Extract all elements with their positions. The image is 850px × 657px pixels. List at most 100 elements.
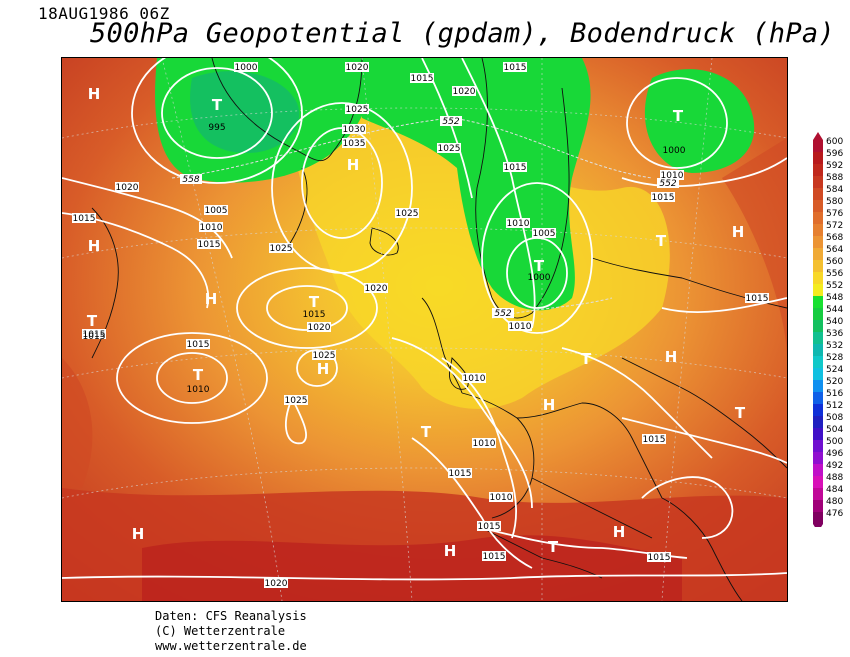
high-center: H — [613, 523, 626, 541]
geopotential-label: 552 — [492, 308, 514, 319]
svg-text:1010: 1010 — [187, 385, 210, 395]
low-center: T — [656, 232, 667, 250]
legend-label: 500 — [826, 437, 843, 447]
high-center: H — [347, 156, 360, 174]
legend-swatch — [813, 344, 823, 356]
svg-text:T: T — [309, 293, 320, 311]
high-center: H — [132, 525, 145, 543]
field-east-band — [722, 138, 787, 358]
legend-swatch — [813, 368, 823, 380]
isobar-label: 1010 — [506, 218, 530, 229]
legend-swatch — [813, 476, 823, 488]
isobar-label: 1020 — [307, 322, 331, 333]
low-center: T — [548, 538, 559, 556]
svg-text:T: T — [212, 96, 223, 114]
svg-text:H: H — [88, 237, 101, 255]
legend-arrow-bottom — [813, 524, 823, 532]
isobar-label: 1020 — [452, 86, 476, 97]
legend-swatch — [813, 452, 823, 464]
svg-text:T: T — [548, 538, 559, 556]
svg-text:1000: 1000 — [663, 146, 686, 156]
isobar-label: 1000 — [234, 62, 258, 73]
svg-text:1030: 1030 — [343, 125, 366, 135]
low-center: T — [421, 423, 432, 441]
low-center: T — [735, 404, 746, 422]
isobar-label: 1035 — [342, 138, 366, 149]
legend-label: 576 — [826, 209, 843, 219]
isobar-label: 1015 — [410, 73, 434, 84]
isobar-label: 1015 — [72, 213, 96, 224]
isobar-label: 1025 — [312, 350, 336, 361]
svg-text:H: H — [444, 542, 457, 560]
legend-swatch — [813, 380, 823, 392]
legend-swatch — [813, 260, 823, 272]
isobar-label: 1020 — [364, 283, 388, 294]
svg-text:1020: 1020 — [308, 323, 331, 333]
isobar-label: 1025 — [345, 104, 369, 115]
svg-text:H: H — [732, 223, 745, 241]
isobar-label: 1015 — [482, 551, 506, 562]
high-center: H — [88, 85, 101, 103]
svg-text:1020: 1020 — [365, 284, 388, 294]
legend-swatch — [813, 212, 823, 224]
legend-swatch — [813, 308, 823, 320]
svg-text:1005: 1005 — [205, 206, 228, 216]
isobar-label: 1015 — [647, 552, 671, 563]
svg-text:H: H — [88, 85, 101, 103]
legend-label: 580 — [826, 197, 843, 207]
isobars — [62, 58, 787, 581]
isobar-label: 1005 — [532, 228, 556, 239]
graticule — [62, 58, 787, 601]
field-west-band — [62, 358, 93, 488]
svg-text:1015: 1015 — [478, 522, 501, 532]
svg-text:T: T — [534, 257, 545, 275]
svg-text:1010: 1010 — [507, 219, 530, 229]
svg-text:H: H — [347, 156, 360, 174]
svg-text:1010: 1010 — [490, 493, 513, 503]
svg-text:1010: 1010 — [509, 322, 532, 332]
isobar-label: 1015 — [186, 339, 210, 350]
color-legend: 600 596 592 588 584 580 576 572 568 564 560 556 552 5… — [811, 132, 850, 532]
low-center: T — [581, 350, 592, 368]
svg-text:1020: 1020 — [346, 63, 369, 73]
legend-swatch — [813, 248, 823, 260]
weather-map: 1000 1020 1015 1015 1020 1025 1030 1035 … — [61, 57, 788, 602]
legend-label: 588 — [826, 173, 843, 183]
svg-text:1015: 1015 — [83, 332, 106, 342]
svg-text:1020: 1020 — [453, 87, 476, 97]
svg-text:1000: 1000 — [235, 63, 258, 73]
svg-text:1015: 1015 — [504, 63, 527, 73]
legend-label: 536 — [826, 329, 843, 339]
legend-swatch — [813, 224, 823, 236]
svg-text:1025: 1025 — [346, 105, 369, 115]
field-trough-greenland-core — [190, 71, 300, 153]
isobar-label: 1025 — [437, 143, 461, 154]
legend-swatch — [813, 440, 823, 452]
legend-label: 596 — [826, 149, 843, 159]
svg-text:H: H — [132, 525, 145, 543]
high-center: H — [205, 290, 218, 308]
geopotential-labels: 558 552 552 552 — [180, 116, 679, 319]
legend-label: 484 — [826, 485, 843, 495]
field-trough-east — [644, 69, 755, 173]
legend-label: 548 — [826, 293, 843, 303]
legend-label: 516 — [826, 389, 843, 399]
legend-label: 552 — [826, 281, 843, 291]
svg-text:1020: 1020 — [116, 183, 139, 193]
isobar-label: 1015 — [197, 239, 221, 250]
svg-text:1010: 1010 — [200, 223, 223, 233]
legend-label: 520 — [826, 377, 843, 387]
isobar-label: 1015 — [503, 62, 527, 73]
svg-text:1020: 1020 — [265, 579, 288, 589]
map-title: 500hPa Geopotential (gpdam), Bodendruck … — [90, 18, 835, 49]
isobar-label: 1010 — [660, 170, 684, 181]
high-center: H — [444, 542, 457, 560]
legend-swatch — [813, 356, 823, 368]
credits-website: www.wetterzentrale.de — [155, 639, 307, 653]
svg-text:1015: 1015 — [652, 193, 675, 203]
svg-text:1025: 1025 — [313, 351, 336, 361]
legend-label: 568 — [826, 233, 843, 243]
svg-text:995: 995 — [208, 123, 225, 133]
